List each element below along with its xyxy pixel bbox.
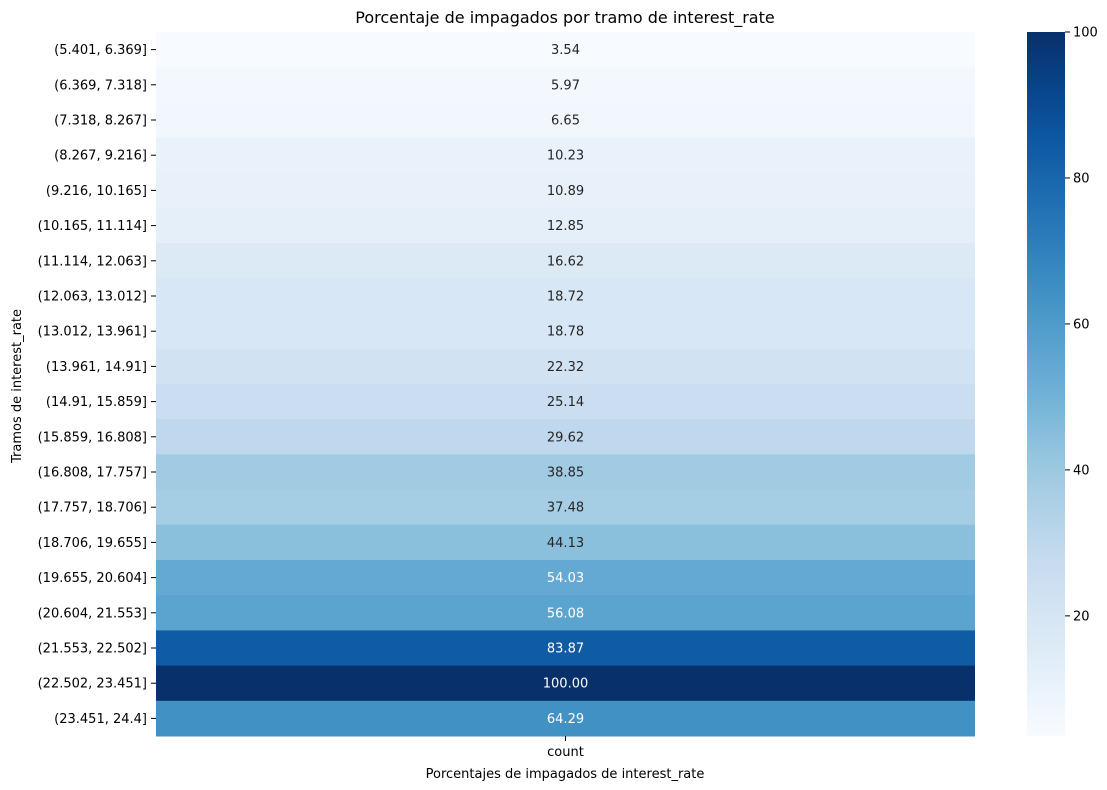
cell-value-label: 64.29	[547, 712, 584, 727]
y-tick-label: (13.961, 14.91]	[46, 360, 147, 375]
cell-value-label: 22.32	[547, 360, 584, 375]
cell-value-label: 10.89	[547, 184, 584, 199]
colorbar-tick-label: 100	[1073, 26, 1098, 41]
colorbar-tick-label: 80	[1073, 171, 1090, 186]
heatmap-cell	[156, 137, 975, 174]
y-tick-label: (17.757, 18.706]	[38, 501, 147, 516]
cell-value-label: 18.78	[547, 325, 584, 340]
colorbar-tick-label: 20	[1073, 609, 1090, 624]
cell-value-label: 10.23	[547, 149, 584, 164]
heatmap-cell	[156, 595, 975, 631]
cell-value-label: 18.72	[547, 290, 584, 305]
chart-title: Porcentaje de impagados por tramo de int…	[355, 8, 774, 28]
y-tick-label: (19.655, 20.604]	[38, 571, 147, 586]
cell-value-label: 3.54	[551, 43, 580, 58]
heatmap-cell	[156, 208, 975, 244]
colorbar-tick-label: 40	[1073, 463, 1090, 478]
heatmap-cell	[156, 313, 975, 350]
heatmap-cell	[156, 665, 975, 702]
cell-value-label: 12.85	[547, 219, 584, 234]
y-tick-label: (10.165, 11.114]	[38, 219, 147, 234]
cell-value-label: 16.62	[547, 254, 584, 269]
y-tick-label: (6.369, 7.318]	[54, 78, 147, 93]
x-axis: count	[547, 736, 584, 760]
heatmap-cell	[156, 278, 975, 315]
heatmap-cell	[156, 32, 975, 68]
y-tick-label: (18.706, 19.655]	[38, 536, 147, 551]
heatmap-cell	[156, 67, 975, 103]
y-axis-label: Tramos de interest_rate	[10, 309, 25, 464]
heatmap-cell	[156, 560, 975, 596]
cell-value-label: 29.62	[547, 430, 584, 445]
colorbar: 20 40 60 80 100	[1027, 26, 1098, 736]
y-tick-label: (20.604, 21.553]	[38, 606, 147, 621]
y-tick-label: (11.114, 12.063]	[38, 254, 147, 269]
heatmap-cell	[156, 384, 975, 420]
heatmap-cell	[156, 243, 975, 279]
heatmap-cell	[156, 419, 975, 455]
heatmap-cell	[156, 172, 975, 209]
cell-value-label: 56.08	[547, 606, 584, 621]
heatmap-cells: 3.54 5.97 6.65 10.23 10.89 12.85 16.62 18.72 18.…	[156, 32, 975, 737]
colorbar-tick-label: 60	[1073, 317, 1090, 332]
y-axis: (5.401, 6.369] (6.369, 7.318] (7.318, 8.26…	[38, 43, 156, 727]
heatmap-cell	[156, 700, 975, 737]
colorbar-gradient	[1027, 32, 1065, 736]
y-tick-label: (23.451, 24.4]	[54, 712, 147, 727]
cell-value-label: 54.03	[547, 571, 584, 586]
y-tick-label: (15.859, 16.808]	[38, 430, 147, 445]
y-tick-label: (22.502, 23.451]	[38, 677, 147, 692]
cell-value-label: 38.85	[547, 466, 584, 481]
y-tick-label: (7.318, 8.267]	[54, 114, 147, 129]
cell-value-label: 100.00	[543, 677, 589, 692]
heatmap-cell	[156, 348, 975, 385]
y-tick-label: (14.91, 15.859]	[46, 395, 147, 410]
x-tick-label: count	[547, 745, 584, 760]
cell-value-label: 6.65	[551, 114, 580, 129]
y-tick-label: (5.401, 6.369]	[54, 43, 147, 58]
y-tick-label: (13.012, 13.961]	[38, 325, 147, 340]
y-tick-label: (16.808, 17.757]	[38, 466, 147, 481]
cell-value-label: 25.14	[547, 395, 584, 410]
heatmap-cell	[156, 454, 975, 491]
cell-value-label: 37.48	[547, 501, 584, 516]
heatmap-cell	[156, 489, 975, 526]
y-tick-label: (8.267, 9.216]	[54, 149, 147, 164]
heatmap-cell	[156, 524, 975, 561]
cell-value-label: 83.87	[547, 642, 584, 657]
y-tick-label: (9.216, 10.165]	[46, 184, 147, 199]
cell-value-label: 44.13	[547, 536, 584, 551]
y-tick-label: (21.553, 22.502]	[38, 642, 147, 657]
x-axis-label: Porcentajes de impagados de interest_rat…	[426, 767, 705, 782]
heatmap-cell	[156, 102, 975, 139]
heatmap-cell	[156, 630, 975, 667]
cell-value-label: 5.97	[551, 78, 580, 93]
y-tick-label: (12.063, 13.012]	[38, 290, 147, 305]
